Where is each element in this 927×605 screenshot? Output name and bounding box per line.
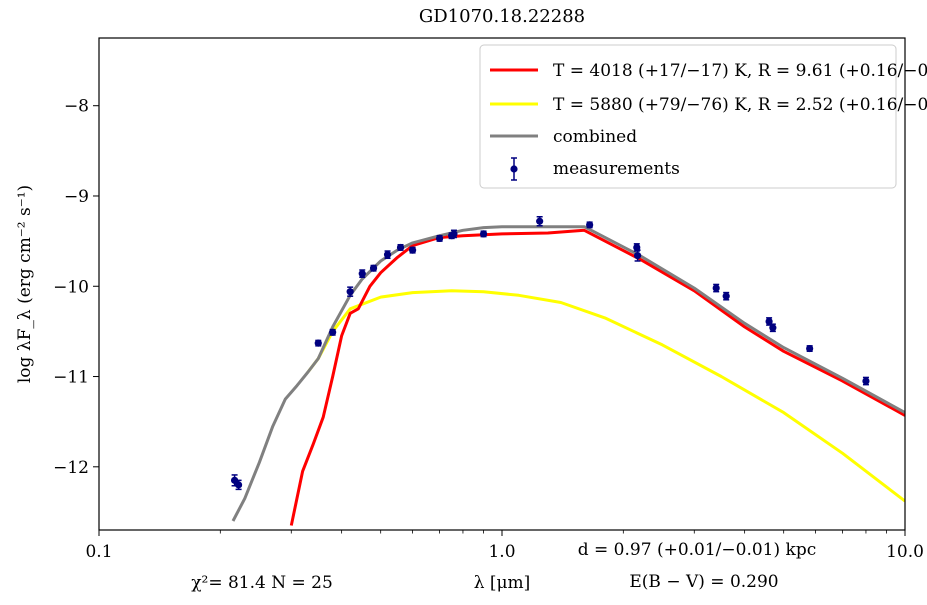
- measurement-point: [633, 249, 642, 262]
- x-tick-label: 1.0: [488, 542, 515, 562]
- measurement-point: [536, 215, 544, 227]
- chi-square-annotation: χ²= 81.4 N = 25: [191, 573, 333, 593]
- measurement-point: [234, 479, 243, 491]
- legend-label-red-component: T = 4018 (+17/−17) K, R = 9.61 (+0.16/−0…: [553, 61, 927, 81]
- series-layer: [231, 225, 905, 526]
- y-axis-label: log λF_λ (erg cm⁻² s⁻¹): [15, 185, 35, 383]
- measurement-point: [369, 264, 378, 272]
- measurement-point: [722, 291, 730, 301]
- legend-label-measurements: measurements: [553, 159, 680, 179]
- measurement-point: [862, 376, 870, 386]
- measurement-point: [329, 328, 337, 336]
- series-line-combined: [231, 225, 905, 522]
- measurement-point: [408, 246, 417, 254]
- y-tick-label: −11: [53, 368, 89, 388]
- x-tick-label: 10.0: [886, 542, 924, 562]
- measurement-point: [358, 269, 366, 278]
- legend-label-combined: combined: [553, 127, 637, 147]
- y-tick-label: −8: [64, 97, 89, 117]
- ticks-layer: 0.1 1.0 10.0 −8 −9 −10 −11 −12: [53, 97, 924, 562]
- chart-title: GD1070.18.22288: [419, 6, 585, 27]
- measurement-point: [346, 286, 354, 297]
- measurement-point: [450, 229, 458, 239]
- measurement-point: [383, 250, 392, 260]
- series-line-yellow-component: [306, 289, 905, 503]
- legend-box: [479, 44, 897, 189]
- legend-swatch-measurements: [510, 157, 518, 181]
- y-tick-label: −9: [64, 187, 89, 207]
- measurement-point: [633, 243, 641, 252]
- measurement-point: [479, 230, 488, 238]
- extinction-annotation: E(B − V) = 0.290: [629, 572, 778, 592]
- legend: T = 4018 (+17/−17) K, R = 9.61 (+0.16/−0…: [479, 44, 927, 189]
- measurement-point: [712, 283, 720, 293]
- measurement-point: [435, 234, 444, 243]
- y-tick-label: −10: [53, 277, 89, 297]
- x-axis-label: λ [μm]: [474, 573, 531, 593]
- measurement-point: [396, 243, 405, 252]
- y-tick-label: −12: [53, 458, 89, 478]
- measurement-point: [806, 344, 814, 353]
- measurement-point: [769, 323, 777, 333]
- series-line-red-component: [289, 228, 905, 526]
- measurements-layer: [230, 215, 870, 491]
- measurement-point: [314, 339, 322, 347]
- measurement-point: [586, 221, 594, 229]
- legend-label-yellow-component: T = 5880 (+79/−76) K, R = 2.52 (+0.16/−0…: [553, 95, 927, 115]
- x-tick-label: 0.1: [85, 542, 112, 562]
- distance-annotation: d = 0.97 (+0.01/−0.01) kpc: [578, 540, 816, 560]
